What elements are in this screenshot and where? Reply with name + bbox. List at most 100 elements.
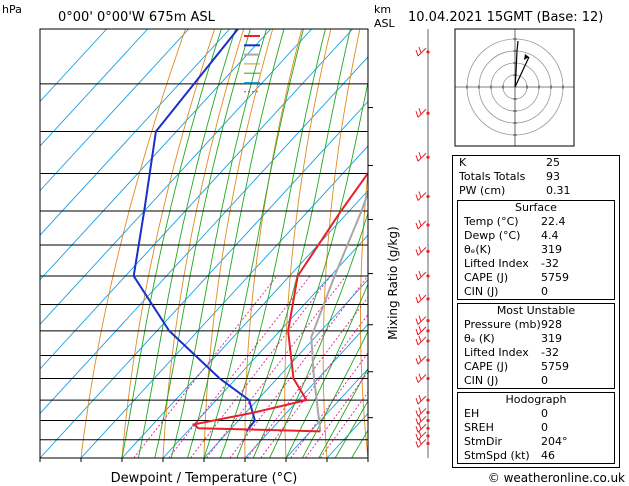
panel-row-label: CIN (J) — [464, 374, 499, 387]
panel-row-value: 0.31 — [546, 184, 571, 197]
isotherm-line — [203, 279, 368, 458]
wet-adiabat-line — [154, 29, 251, 458]
parcel-trajectory-line — [310, 189, 368, 432]
isotherm-line — [40, 56, 368, 415]
mixing-ratio-axis-label: Mixing Ratio (g/kg) — [386, 226, 400, 339]
panel-row: Pressure (mb) 928 — [458, 318, 614, 332]
mixing-ratio-line — [246, 296, 368, 458]
mixing-ratio-line — [229, 275, 368, 458]
wet-adiabat-line — [187, 29, 285, 458]
wind-dot — [426, 194, 430, 199]
panel-row-value: 0 — [541, 374, 548, 387]
wind-barb — [415, 219, 427, 230]
panel-row-value: 204° — [541, 435, 568, 448]
wind-barb — [415, 246, 427, 256]
panel-row: Totals Totals 93 — [453, 170, 619, 184]
wind-dot — [426, 223, 430, 227]
panel-row: Lifted Index -32 — [458, 257, 614, 271]
storm-motion-arrow — [514, 56, 530, 88]
panel-row-label: StmDir — [464, 435, 503, 448]
location-title: 0°00' 0°00'W 675m ASL — [58, 10, 216, 25]
wind-dot — [426, 358, 430, 362]
panel-row-value: 22.4 — [541, 215, 566, 228]
datetime-title: 10.04.2021 15GMT (Base: 12) — [408, 10, 603, 25]
panel-row-value: -32 — [541, 257, 559, 270]
wind-barb — [415, 438, 427, 448]
dry-adiabat-line — [203, 29, 274, 458]
panel-row-value: 928 — [541, 318, 562, 331]
isotherm-line — [40, 29, 231, 236]
wind-dot — [426, 274, 430, 278]
panel-row-label: Lifted Index — [464, 346, 529, 359]
panel-row-value: 5759 — [541, 271, 569, 284]
isotherm-line — [162, 234, 368, 458]
storm-motion-arrowhead — [524, 54, 529, 60]
panel-row-value: -32 — [541, 346, 559, 359]
wind-dot — [426, 339, 430, 343]
isotherm-line — [40, 100, 368, 458]
panel-row: StmDir 204° — [458, 435, 614, 449]
dry-adiabat-line — [622, 29, 629, 458]
hodograph-trace — [514, 40, 519, 88]
wind-barb — [415, 325, 427, 336]
panel-row-value: 0 — [541, 407, 548, 420]
panel-row: Dewp (°C) 4.4 — [458, 229, 614, 243]
panel-row-value: 0 — [541, 285, 548, 298]
panel-row-value: 0 — [541, 421, 548, 434]
wind-dot — [426, 426, 430, 430]
wind-barb — [415, 423, 427, 433]
most-unstable-title: Most Unstable — [496, 304, 576, 317]
panel-row-value: 4.4 — [541, 229, 559, 242]
wind-barb — [415, 152, 427, 162]
isotherm-line — [40, 29, 149, 147]
temperature-line — [191, 171, 368, 433]
panel-row-value: 319 — [541, 243, 562, 256]
panel-row: θₑ(K) 319 — [458, 243, 614, 257]
panel-row-label: Dewp (°C) — [464, 229, 521, 242]
isotherm-line — [40, 29, 190, 192]
wind-barb — [415, 373, 427, 383]
wind-dot — [426, 434, 430, 438]
panel-row-label: CAPE (J) — [464, 360, 509, 373]
panel-row: CAPE (J) 5759 — [458, 360, 614, 374]
panel-row-label: EH — [464, 407, 480, 420]
most-unstable-box: Most Unstable Pressure (mb) 928 θₑ (K) 319 L… — [457, 303, 615, 389]
wind-barb — [415, 335, 427, 346]
panel-row-label: Lifted Index — [464, 257, 529, 270]
wind-barb — [415, 315, 427, 325]
dry-adiabat-line — [432, 29, 451, 458]
hodograph-frame — [454, 28, 575, 147]
wind-barb — [415, 191, 427, 201]
wind-dot — [426, 398, 430, 402]
wet-adiabat-line — [334, 400, 368, 458]
panel-row-label: StmSpd (kt) — [464, 449, 530, 462]
panel-row-label: θₑ(K) — [464, 243, 492, 256]
mixing-ratio-line — [305, 371, 368, 458]
surface-title: Surface — [515, 201, 557, 214]
hodograph-title: Hodograph — [505, 393, 567, 406]
panel-row: CIN (J) 0 — [458, 374, 614, 388]
wet-adiabat-line — [302, 330, 368, 458]
wind-dot — [426, 418, 430, 423]
wind-dot — [426, 297, 430, 301]
isotherm-line — [40, 29, 313, 325]
panel-row: CAPE (J) 5759 — [458, 271, 614, 285]
panel-row: K 25 — [453, 156, 619, 170]
panel-row-label: Temp (°C) — [464, 215, 519, 228]
panel-row: CIN (J) 0 — [458, 285, 614, 299]
wind-barb — [415, 415, 427, 425]
panel-row-label: Totals Totals — [459, 170, 526, 183]
wet-adiabat-line — [219, 29, 326, 458]
panel-row: Lifted Index -32 — [458, 346, 614, 360]
asl-unit-label: ASL — [374, 17, 396, 30]
wet-adiabat-line — [318, 367, 368, 458]
wind-barb — [415, 108, 427, 118]
wind-barb — [415, 293, 427, 304]
panel-row: PW (cm) 0.31 — [453, 184, 619, 198]
isotherm-line — [40, 29, 272, 281]
wind-barb — [415, 270, 427, 281]
x-axis-label: Dewpoint / Temperature (°C) — [111, 471, 298, 486]
panel-row-value: 93 — [546, 170, 560, 183]
hpa-unit-label: hPa — [2, 3, 22, 16]
